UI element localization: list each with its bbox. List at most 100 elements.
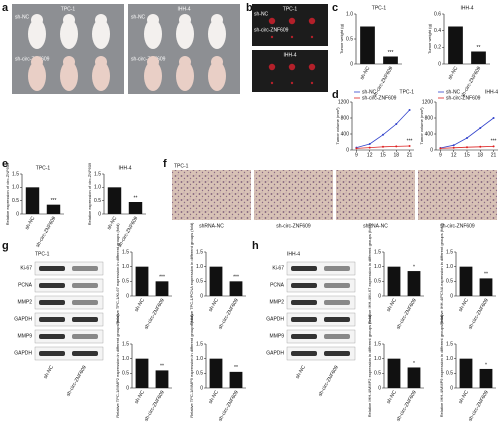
mouse xyxy=(60,61,78,91)
bar xyxy=(479,278,493,296)
y-tick-label: 1.0 xyxy=(196,356,203,362)
tumor xyxy=(268,17,276,25)
x-tick-label: 21 xyxy=(491,152,497,158)
y-axis-label: Relative IHH-4/PCNA expression in differ… xyxy=(439,222,444,324)
mouse-head xyxy=(95,14,107,26)
mouse xyxy=(144,19,162,49)
protein-label: GAPDH xyxy=(266,316,284,322)
blot xyxy=(34,261,104,276)
x-tick-label: 15 xyxy=(380,152,386,158)
mouse-head xyxy=(31,14,43,26)
y-tick-label: 0.5 xyxy=(374,279,381,285)
panel-label: c xyxy=(332,2,338,14)
y-tick-label: 1.0 xyxy=(374,356,381,362)
x-tick-label: 9 xyxy=(439,152,442,158)
band xyxy=(72,266,98,271)
micrograph xyxy=(172,170,251,220)
mouse-head xyxy=(63,14,75,26)
bar xyxy=(229,371,243,388)
point xyxy=(355,147,358,150)
y-axis-label: Relative expression of circ-ZNF609 xyxy=(87,162,92,225)
y-tick-label: 400 xyxy=(425,131,434,137)
x-tick-label: sh-NC xyxy=(208,389,220,405)
bar xyxy=(383,56,398,64)
legend-label: sh-circ-ZNF609 xyxy=(446,95,481,101)
y-axis-label: Relative IHH-4/Ki-67 expression in diffe… xyxy=(367,223,372,324)
x-tick-label: 15 xyxy=(464,152,470,158)
band xyxy=(39,334,65,339)
bar xyxy=(407,271,421,296)
y-axis-label: Relative TPC-1/PCNA expression in differ… xyxy=(189,222,194,325)
chart-title: TPC-1 xyxy=(400,89,415,95)
band xyxy=(291,283,317,288)
band xyxy=(291,266,317,271)
tumor xyxy=(308,63,316,71)
mouse-head xyxy=(179,56,191,68)
significance: ** xyxy=(134,195,138,201)
significance: * xyxy=(413,264,415,270)
chart-title: TPC-1 xyxy=(36,165,51,171)
x-tick-label: 12 xyxy=(451,152,457,158)
band xyxy=(39,283,65,288)
bar xyxy=(46,204,61,214)
panel-label: e xyxy=(2,158,8,170)
y-axis-label: Tumor weight (g) xyxy=(427,23,432,54)
y-tick-label: 0.5 xyxy=(12,198,19,204)
point xyxy=(466,146,468,149)
band xyxy=(324,300,350,305)
x-tick-label: 9 xyxy=(355,152,358,158)
point xyxy=(368,143,371,145)
mouse-head xyxy=(147,56,159,68)
protein-label: MMP9 xyxy=(270,333,285,339)
panel-label: d xyxy=(332,89,339,101)
y-tick-label: 0 xyxy=(126,293,129,299)
significance: ** xyxy=(160,364,164,370)
y-axis-label: Relative IHH-4/MMP9 expression in differ… xyxy=(439,314,444,417)
panel-label: f xyxy=(163,158,167,170)
y-tick-label: 0 xyxy=(430,147,433,153)
blot xyxy=(286,329,356,344)
bar xyxy=(25,187,40,214)
x-tick-label: sh-NC xyxy=(458,389,470,405)
bar xyxy=(448,26,463,64)
y-tick-label: 1.5 xyxy=(122,249,129,255)
band xyxy=(72,317,98,322)
y-tick-label: 1200 xyxy=(338,99,349,105)
point xyxy=(408,109,411,111)
image-label: sh-circ-ZNF609 xyxy=(276,223,311,229)
y-tick-label: 0.5 xyxy=(446,279,453,285)
y-tick-label: 0 xyxy=(346,147,349,153)
lane-label: sh-circ-ZNF609 xyxy=(65,364,88,397)
mouse xyxy=(208,61,226,91)
protein-label: GAPDH xyxy=(14,316,32,322)
blot xyxy=(286,278,356,293)
y-tick-label: 0.4 xyxy=(434,28,441,34)
x-tick-label: sh-circ-ZNF609 xyxy=(395,389,418,422)
y-tick-label: 1.0 xyxy=(446,264,453,270)
y-tick-label: 1.0 xyxy=(196,264,203,270)
point xyxy=(466,137,468,139)
group-label: TPC-1 xyxy=(35,251,50,257)
panel-label: a xyxy=(2,2,9,14)
series-line xyxy=(356,109,410,148)
bar xyxy=(471,51,486,64)
micrograph xyxy=(254,170,333,220)
chart-title: TPC-1 xyxy=(372,5,387,11)
blot xyxy=(286,346,356,361)
blot xyxy=(34,346,104,361)
protein-label: MMP9 xyxy=(18,333,33,339)
photo xyxy=(252,50,328,92)
y-tick-label: 800 xyxy=(341,115,350,121)
y-tick-label: 1200 xyxy=(422,99,433,105)
image-label: shRNA-NC xyxy=(363,223,388,229)
protein-label: Ki-67 xyxy=(20,265,32,271)
significance: ** xyxy=(234,365,238,371)
significance: ** xyxy=(477,45,481,51)
mouse xyxy=(176,61,194,91)
series-line xyxy=(440,117,494,149)
y-tick-label: 1.5 xyxy=(446,341,453,347)
band xyxy=(291,334,317,339)
photo xyxy=(252,4,328,46)
y-tick-label: 0 xyxy=(378,293,381,299)
